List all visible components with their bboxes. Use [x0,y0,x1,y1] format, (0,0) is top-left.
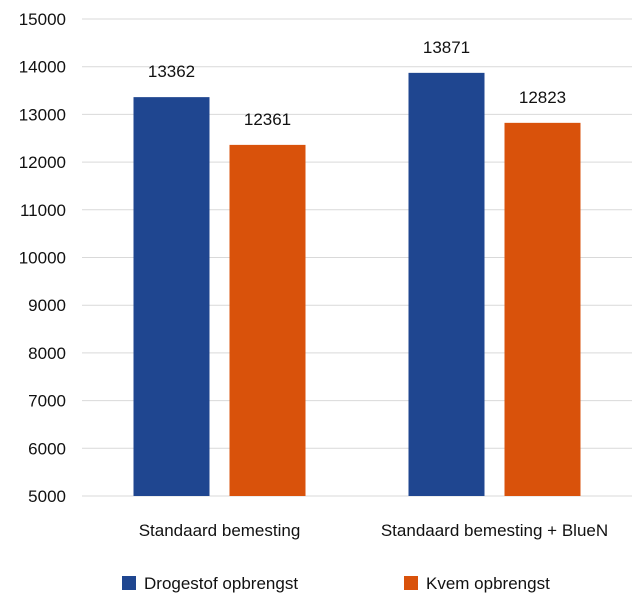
y-axis-ticks: 5000 6000 7000 8000 9000 10000 11000 12000 13000… [19,10,66,506]
y-tick-label: 15000 [19,10,66,29]
y-tick-label: 14000 [19,58,66,77]
legend-item: Drogestof opbrengst [122,574,298,593]
data-label: 12823 [519,88,566,107]
legend-item: Kvem opbrengst [404,574,550,593]
y-tick-label: 9000 [28,296,66,315]
y-tick-label: 5000 [28,487,66,506]
category-label: Standaard bemesting [139,521,301,540]
data-label: 13871 [423,38,470,57]
y-tick-label: 8000 [28,344,66,363]
category-label: Standaard bemesting + BlueN [381,521,608,540]
legend-swatch [404,576,418,590]
legend-swatch [122,576,136,590]
y-tick-label: 13000 [19,105,66,124]
legend: Drogestof opbrengst Kvem opbrengst [122,574,550,593]
data-labels: 13362 12361 13871 12823 [148,38,566,129]
y-tick-label: 12000 [19,153,66,172]
data-label: 12361 [244,110,291,129]
legend-label: Kvem opbrengst [426,574,550,593]
data-label: 13362 [148,62,195,81]
y-tick-label: 7000 [28,392,66,411]
y-tick-label: 6000 [28,439,66,458]
category-labels: Standaard bemesting Standaard bemesting +… [139,521,608,540]
bar-kvem-2 [505,123,581,496]
bar-drogestof-2 [409,73,485,496]
bars [134,73,581,496]
bar-drogestof-1 [134,97,210,496]
bar-kvem-1 [230,145,306,496]
y-tick-label: 10000 [19,249,66,268]
legend-label: Drogestof opbrengst [144,574,298,593]
y-tick-label: 11000 [20,201,66,220]
